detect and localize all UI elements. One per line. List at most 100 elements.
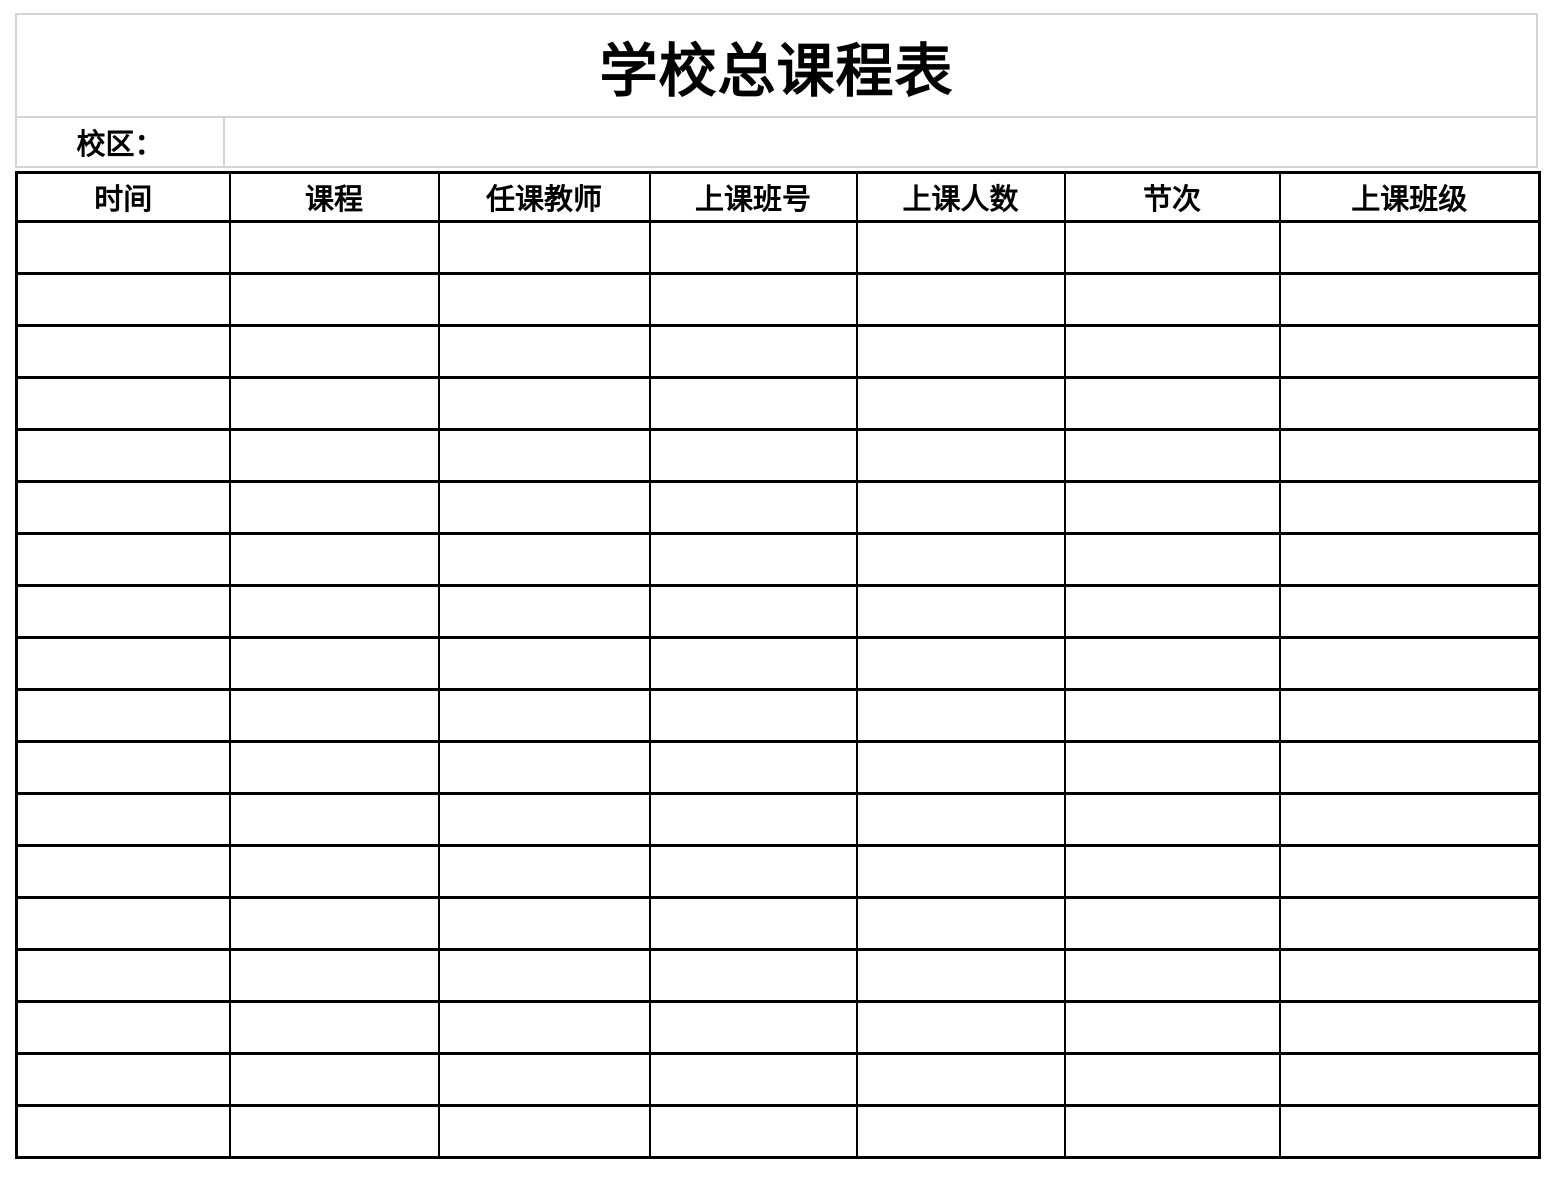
empty-cell[interactable] [648,844,858,899]
empty-cell[interactable] [855,324,1066,379]
empty-cell[interactable] [228,428,440,483]
campus-value-field[interactable] [225,118,1536,166]
empty-cell[interactable] [855,636,1066,691]
empty-cell[interactable] [228,584,440,639]
empty-cell[interactable] [1278,844,1541,899]
empty-cell[interactable] [15,636,231,691]
empty-cell[interactable] [228,896,440,951]
empty-cell[interactable] [855,1000,1066,1055]
empty-cell[interactable] [228,792,440,847]
empty-cell[interactable] [855,532,1066,587]
empty-cell[interactable] [648,896,858,951]
empty-cell[interactable] [228,1052,440,1107]
empty-cell[interactable] [648,740,858,795]
empty-cell[interactable] [1063,896,1281,951]
empty-cell[interactable] [855,376,1066,431]
empty-cell[interactable] [437,428,651,483]
empty-cell[interactable] [1278,1000,1541,1055]
empty-cell[interactable] [228,948,440,1003]
empty-cell[interactable] [855,896,1066,951]
empty-cell[interactable] [855,792,1066,847]
empty-cell[interactable] [1278,324,1541,379]
empty-cell[interactable] [855,220,1066,275]
empty-cell[interactable] [15,948,231,1003]
empty-cell[interactable] [437,636,651,691]
empty-cell[interactable] [437,1000,651,1055]
empty-cell[interactable] [1278,220,1541,275]
empty-cell[interactable] [15,428,231,483]
empty-cell[interactable] [1278,688,1541,743]
empty-cell[interactable] [228,324,440,379]
empty-cell[interactable] [1063,636,1281,691]
empty-cell[interactable] [648,1000,858,1055]
empty-cell[interactable] [648,792,858,847]
empty-cell[interactable] [1063,1052,1281,1107]
empty-cell[interactable] [437,220,651,275]
empty-cell[interactable] [15,1000,231,1055]
empty-cell[interactable] [648,220,858,275]
empty-cell[interactable] [228,740,440,795]
empty-cell[interactable] [15,896,231,951]
empty-cell[interactable] [15,376,231,431]
empty-cell[interactable] [15,1052,231,1107]
empty-cell[interactable] [228,532,440,587]
empty-cell[interactable] [1063,220,1281,275]
empty-cell[interactable] [1063,1104,1281,1159]
empty-cell[interactable] [15,324,231,379]
empty-cell[interactable] [855,844,1066,899]
empty-cell[interactable] [1278,584,1541,639]
empty-cell[interactable] [1278,272,1541,327]
empty-cell[interactable] [228,1104,440,1159]
empty-cell[interactable] [648,272,858,327]
empty-cell[interactable] [1063,428,1281,483]
empty-cell[interactable] [648,584,858,639]
empty-cell[interactable] [855,948,1066,1003]
empty-cell[interactable] [1278,428,1541,483]
empty-cell[interactable] [228,272,440,327]
empty-cell[interactable] [1278,376,1541,431]
empty-cell[interactable] [1063,324,1281,379]
empty-cell[interactable] [648,532,858,587]
empty-cell[interactable] [228,220,440,275]
empty-cell[interactable] [15,792,231,847]
empty-cell[interactable] [648,480,858,535]
empty-cell[interactable] [1063,688,1281,743]
empty-cell[interactable] [437,1052,651,1107]
empty-cell[interactable] [437,740,651,795]
empty-cell[interactable] [1063,792,1281,847]
empty-cell[interactable] [855,1104,1066,1159]
empty-cell[interactable] [1063,584,1281,639]
empty-cell[interactable] [437,792,651,847]
empty-cell[interactable] [1063,532,1281,587]
empty-cell[interactable] [1063,376,1281,431]
empty-cell[interactable] [1063,480,1281,535]
empty-cell[interactable] [437,584,651,639]
empty-cell[interactable] [855,1052,1066,1107]
empty-cell[interactable] [228,1000,440,1055]
empty-cell[interactable] [1063,1000,1281,1055]
empty-cell[interactable] [1278,480,1541,535]
empty-cell[interactable] [1278,948,1541,1003]
empty-cell[interactable] [648,948,858,1003]
empty-cell[interactable] [1278,896,1541,951]
empty-cell[interactable] [437,480,651,535]
empty-cell[interactable] [1278,1052,1541,1107]
empty-cell[interactable] [648,688,858,743]
empty-cell[interactable] [1278,636,1541,691]
empty-cell[interactable] [1063,948,1281,1003]
empty-cell[interactable] [437,948,651,1003]
empty-cell[interactable] [228,688,440,743]
empty-cell[interactable] [1278,792,1541,847]
empty-cell[interactable] [648,376,858,431]
empty-cell[interactable] [15,688,231,743]
empty-cell[interactable] [648,324,858,379]
empty-cell[interactable] [855,740,1066,795]
empty-cell[interactable] [648,1052,858,1107]
empty-cell[interactable] [437,688,651,743]
empty-cell[interactable] [855,584,1066,639]
empty-cell[interactable] [437,896,651,951]
empty-cell[interactable] [437,376,651,431]
empty-cell[interactable] [855,480,1066,535]
empty-cell[interactable] [1063,272,1281,327]
empty-cell[interactable] [437,532,651,587]
